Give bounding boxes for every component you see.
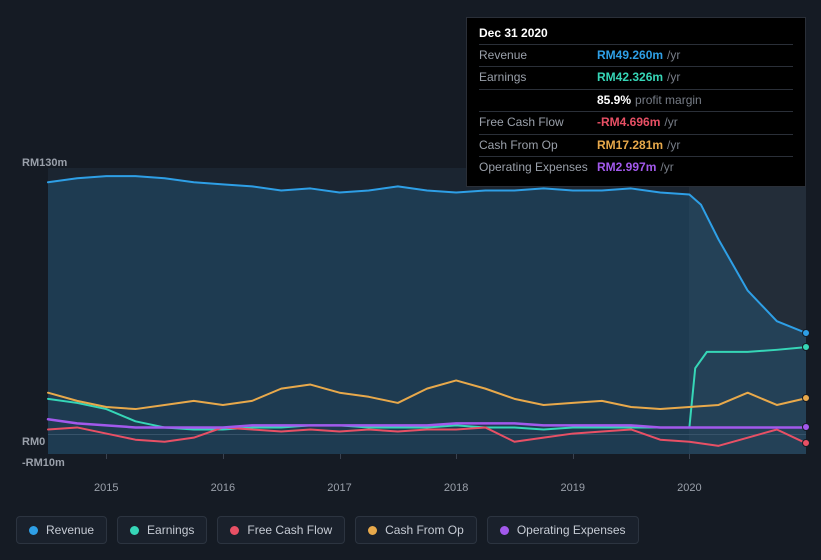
legend-dot-icon xyxy=(29,526,38,535)
tooltip-row: 85.9% profit margin xyxy=(479,89,793,111)
tooltip-value: -RM4.696m xyxy=(597,115,660,129)
legend-dot-icon xyxy=(230,526,239,535)
x-label: 2015 xyxy=(94,482,118,494)
series-fill-revenue xyxy=(48,176,806,454)
legend-item-cash-from-op[interactable]: Cash From Op xyxy=(355,516,477,544)
chart-lines xyxy=(48,168,806,474)
legend-dot-icon xyxy=(368,526,377,535)
tooltip-row: RevenueRM49.260m/yr xyxy=(479,44,793,66)
x-tick xyxy=(573,454,574,459)
x-tick xyxy=(456,454,457,459)
x-tick xyxy=(106,454,107,459)
x-tick xyxy=(223,454,224,459)
x-label: 2018 xyxy=(444,482,468,494)
tooltip-value: 85.9% xyxy=(597,93,631,107)
legend-item-free-cash-flow[interactable]: Free Cash Flow xyxy=(217,516,345,544)
series-endpoint-operating-expenses xyxy=(802,423,810,431)
tooltip-unit: /yr xyxy=(664,115,677,129)
legend-item-operating-expenses[interactable]: Operating Expenses xyxy=(487,516,639,544)
tooltip-label: Free Cash Flow xyxy=(479,114,597,131)
tooltip-value: RM49.260m xyxy=(597,48,663,62)
tooltip-label: Cash From Op xyxy=(479,137,597,154)
legend-label: Revenue xyxy=(46,523,94,537)
series-endpoint-revenue xyxy=(802,329,810,337)
legend-label: Operating Expenses xyxy=(517,523,626,537)
tooltip-value: RM17.281m xyxy=(597,138,663,152)
tooltip-label: Revenue xyxy=(479,47,597,64)
tooltip-unit: /yr xyxy=(660,160,673,174)
series-endpoint-free-cash-flow xyxy=(802,439,810,447)
legend-label: Cash From Op xyxy=(385,523,464,537)
tooltip-row: Free Cash Flow-RM4.696m/yr xyxy=(479,111,793,133)
tooltip-row: EarningsRM42.326m/yr xyxy=(479,66,793,88)
tooltip-row: Operating ExpensesRM2.997m/yr xyxy=(479,156,793,178)
series-endpoint-cash-from-op xyxy=(802,394,810,402)
tooltip-value: RM42.326m xyxy=(597,70,663,84)
tooltip-label: Earnings xyxy=(479,69,597,86)
tooltip-unit: /yr xyxy=(667,70,680,84)
tooltip-unit: /yr xyxy=(667,138,680,152)
financials-chart[interactable]: 201520162017201820192020 xyxy=(16,168,806,474)
tooltip-unit: /yr xyxy=(667,48,680,62)
tooltip-row: Cash From OpRM17.281m/yr xyxy=(479,134,793,156)
tooltip-unit: profit margin xyxy=(635,93,702,107)
legend-item-revenue[interactable]: Revenue xyxy=(16,516,107,544)
data-tooltip: Dec 31 2020 RevenueRM49.260m/yrEarningsR… xyxy=(466,17,806,187)
x-label: 2020 xyxy=(677,482,701,494)
x-label: 2017 xyxy=(327,482,351,494)
series-endpoint-earnings xyxy=(802,343,810,351)
legend-label: Earnings xyxy=(147,523,194,537)
legend-item-earnings[interactable]: Earnings xyxy=(117,516,207,544)
x-tick xyxy=(689,454,690,459)
tooltip-label: Operating Expenses xyxy=(479,159,597,176)
x-tick xyxy=(340,454,341,459)
tooltip-label xyxy=(479,92,597,109)
tooltip-value: RM2.997m xyxy=(597,160,656,174)
legend-dot-icon xyxy=(500,526,509,535)
legend-dot-icon xyxy=(130,526,139,535)
x-label: 2019 xyxy=(561,482,585,494)
legend-label: Free Cash Flow xyxy=(247,523,332,537)
legend: Revenue Earnings Free Cash Flow Cash From O… xyxy=(16,516,639,544)
tooltip-date: Dec 31 2020 xyxy=(479,26,793,44)
x-label: 2016 xyxy=(211,482,235,494)
